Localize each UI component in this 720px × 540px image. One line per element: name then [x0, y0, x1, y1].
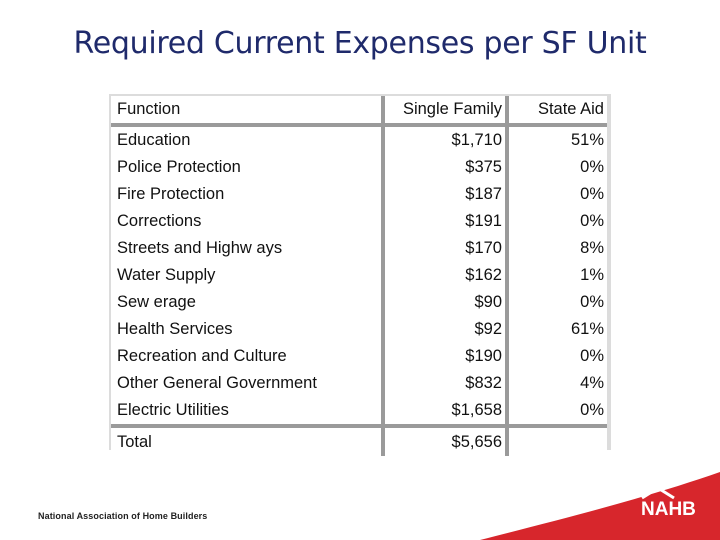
table-row: Electric Utilities $1,658 0%: [111, 397, 607, 424]
cell-function: Sew erage: [111, 289, 381, 316]
total-divider: [111, 424, 607, 428]
cell-state-aid: State Aid: [509, 96, 607, 123]
header-divider: [111, 123, 607, 127]
cell-function: Water Supply: [111, 262, 381, 289]
cell-state-aid: 0%: [509, 397, 607, 424]
table-row: Police Protection $375 0%: [111, 154, 607, 181]
table-row: Education $1,710 51%: [111, 127, 607, 154]
cell-state-aid: 4%: [509, 370, 607, 397]
cell-function: Corrections: [111, 208, 381, 235]
table-row: Water Supply $162 1%: [111, 262, 607, 289]
cell-state-aid: 51%: [509, 127, 607, 154]
table-row: Other General Government $832 4%: [111, 370, 607, 397]
roof-icon: [641, 486, 675, 500]
cell-single-family: $5,656: [385, 428, 505, 456]
cell-single-family: $92: [385, 316, 505, 343]
table-row: Sew erage $90 0%: [111, 289, 607, 316]
table-row: Corrections $191 0%: [111, 208, 607, 235]
table-total-row: Total $5,656: [111, 428, 607, 456]
cell-single-family: $191: [385, 208, 505, 235]
cell-single-family: $832: [385, 370, 505, 397]
nahb-wordmark: NAHB: [641, 499, 696, 520]
table-header: Function Single Family State Aid: [111, 96, 607, 123]
cell-function: Function: [111, 96, 381, 123]
cell-single-family: Single Family: [385, 96, 505, 123]
cell-state-aid: 8%: [509, 235, 607, 262]
cell-state-aid: 61%: [509, 316, 607, 343]
cell-state-aid: 0%: [509, 208, 607, 235]
table-row: Fire Protection $187 0%: [111, 181, 607, 208]
cell-single-family: $190: [385, 343, 505, 370]
cell-function: Recreation and Culture: [111, 343, 381, 370]
cell-single-family: $90: [385, 289, 505, 316]
cell-single-family: $162: [385, 262, 505, 289]
cell-state-aid: [509, 428, 607, 456]
cell-function: Electric Utilities: [111, 397, 381, 424]
nahb-logo: NAHB: [480, 472, 720, 540]
org-name: National Association of Home Builders: [38, 511, 208, 521]
table-row: Streets and Highw ays $170 8%: [111, 235, 607, 262]
cell-function: Police Protection: [111, 154, 381, 181]
column-divider: [381, 96, 385, 456]
cell-function: Health Services: [111, 316, 381, 343]
cell-state-aid: 0%: [509, 343, 607, 370]
cell-function: Other General Government: [111, 370, 381, 397]
cell-function: Education: [111, 127, 381, 154]
cell-single-family: $375: [385, 154, 505, 181]
cell-state-aid: 0%: [509, 289, 607, 316]
cell-single-family: $170: [385, 235, 505, 262]
cell-single-family: $1,658: [385, 397, 505, 424]
cell-function: Total: [111, 428, 381, 456]
cell-state-aid: 1%: [509, 262, 607, 289]
cell-state-aid: 0%: [509, 154, 607, 181]
expenses-table: Function Single Family State Aid Education $…: [109, 94, 611, 456]
cell-function: Streets and Highw ays: [111, 235, 381, 262]
table-row: Health Services $92 61%: [111, 316, 607, 343]
column-divider: [505, 96, 509, 456]
slide-title: Required Current Expenses per SF Unit: [73, 26, 647, 61]
cell-state-aid: 0%: [509, 181, 607, 208]
table-row: Recreation and Culture $190 0%: [111, 343, 607, 370]
red-swoosh: [480, 472, 720, 540]
cell-single-family: $187: [385, 181, 505, 208]
cell-function: Fire Protection: [111, 181, 381, 208]
cell-single-family: $1,710: [385, 127, 505, 154]
